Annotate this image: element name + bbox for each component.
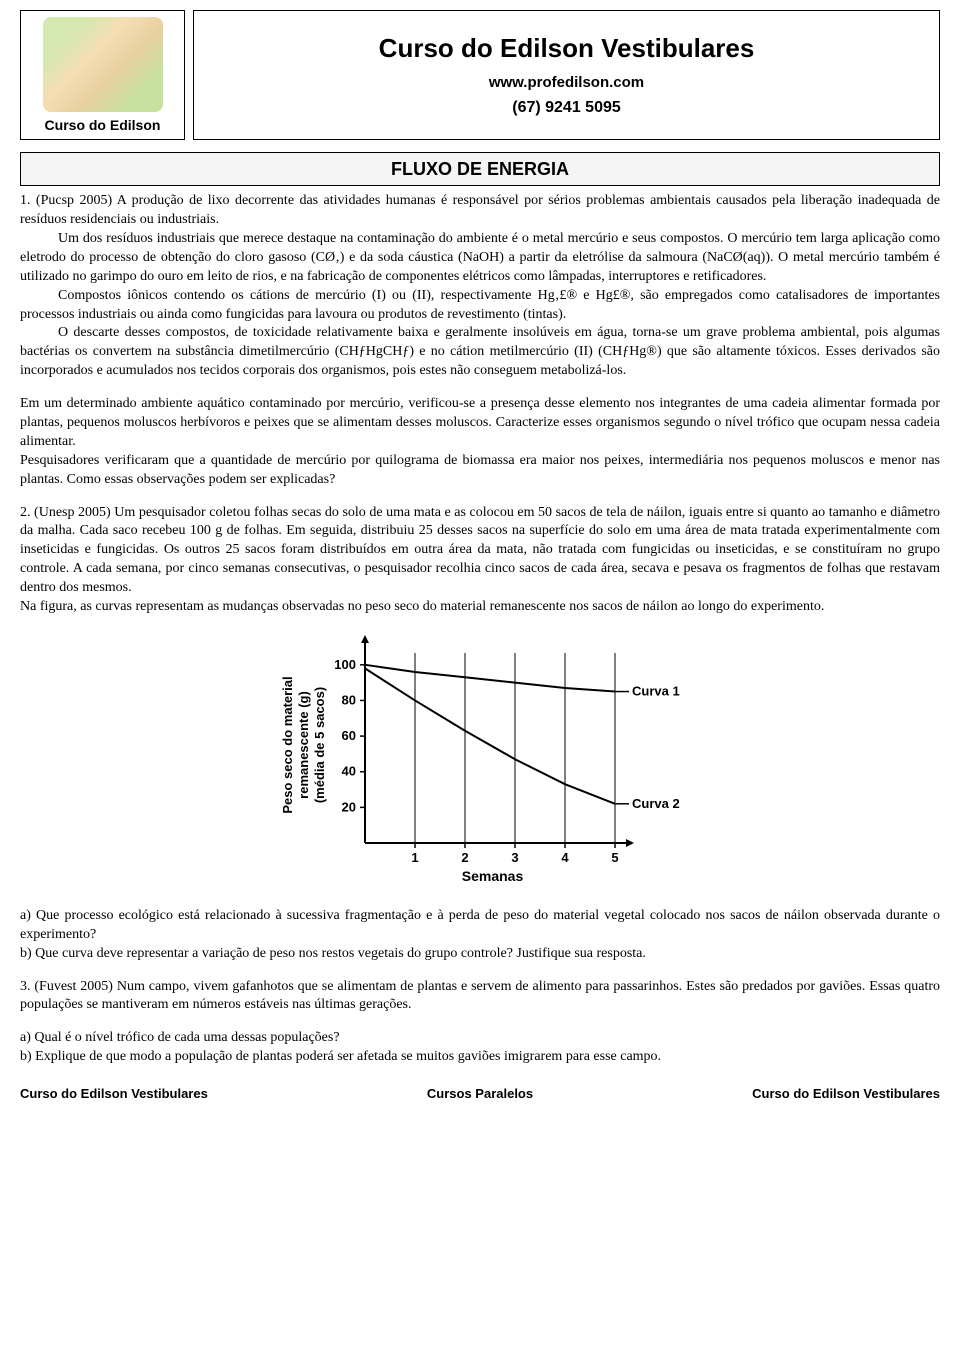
main-title: Curso do Edilson Vestibulares	[204, 31, 929, 66]
svg-text:remanescente (g): remanescente (g)	[296, 691, 311, 799]
footer-center: Cursos Paralelos	[427, 1085, 533, 1103]
svg-text:Curva 1: Curva 1	[632, 683, 680, 698]
svg-text:1: 1	[411, 850, 418, 865]
question-3: 3. (Fuvest 2005) Num campo, vivem gafanh…	[20, 978, 940, 1068]
header: Curso do Edilson Curso do Edilson Vestib…	[20, 10, 940, 140]
q1-p1: 1. (Pucsp 2005) A produção de lixo decor…	[20, 192, 940, 230]
q2-a: a) Que processo ecológico está relaciona…	[20, 907, 940, 945]
logo-caption: Curso do Edilson	[45, 116, 161, 135]
svg-text:40: 40	[342, 764, 356, 779]
svg-text:20: 20	[342, 799, 356, 814]
svg-text:80: 80	[342, 692, 356, 707]
line-chart: 20 40 60 80 100 1 2 3 4 5 Curva 1 Curva 2 Semanas Pes…	[270, 635, 690, 885]
svg-text:5: 5	[611, 850, 618, 865]
q1-p5: Em um determinado ambiente aquático cont…	[20, 395, 940, 452]
question-1: 1. (Pucsp 2005) A produção de lixo decor…	[20, 192, 940, 489]
svg-text:4: 4	[561, 850, 569, 865]
footer-left: Curso do Edilson Vestibulares	[20, 1085, 208, 1103]
logo-image	[43, 17, 163, 112]
question-2-sub: a) Que processo ecológico está relaciona…	[20, 907, 940, 964]
footer: Curso do Edilson Vestibulares Cursos Par…	[20, 1085, 940, 1103]
svg-text:Semanas: Semanas	[462, 868, 524, 884]
title-box: Curso do Edilson Vestibulares www.profed…	[193, 10, 940, 140]
logo-box: Curso do Edilson	[20, 10, 185, 140]
phone: (67) 9241 5095	[204, 97, 929, 119]
svg-text:Peso seco do material: Peso seco do material	[280, 676, 295, 813]
svg-text:(média de 5 sacos): (média de 5 sacos)	[312, 687, 327, 803]
svg-text:100: 100	[334, 657, 356, 672]
q1-p6: Pesquisadores verificaram que a quantida…	[20, 452, 940, 490]
footer-right: Curso do Edilson Vestibulares	[752, 1085, 940, 1103]
svg-text:60: 60	[342, 728, 356, 743]
q2-b: b) Que curva deve representar a variação…	[20, 945, 940, 964]
q3-a: a) Qual é o nível trófico de cada uma de…	[20, 1029, 940, 1048]
question-2: 2. (Unesp 2005) Um pesquisador coletou f…	[20, 504, 940, 617]
svg-text:3: 3	[511, 850, 518, 865]
svg-text:Curva 2: Curva 2	[632, 796, 680, 811]
q2-p2: Na figura, as curvas representam as muda…	[20, 598, 940, 617]
chart-container: 20 40 60 80 100 1 2 3 4 5 Curva 1 Curva 2 Semanas Pes…	[20, 635, 940, 885]
q3-p1: 3. (Fuvest 2005) Num campo, vivem gafanh…	[20, 978, 940, 1016]
q2-p1: 2. (Unesp 2005) Um pesquisador coletou f…	[20, 504, 940, 598]
svg-text:2: 2	[461, 850, 468, 865]
q1-p3: Compostos iônicos contendo os cátions de…	[20, 287, 940, 325]
q1-p2: Um dos resíduos industriais que merece d…	[20, 230, 940, 287]
website: www.profedilson.com	[204, 73, 929, 93]
section-title: FLUXO DE ENERGIA	[20, 152, 940, 186]
q1-p4: O descarte desses compostos, de toxicida…	[20, 324, 940, 381]
q3-b: b) Explique de que modo a população de p…	[20, 1048, 940, 1067]
